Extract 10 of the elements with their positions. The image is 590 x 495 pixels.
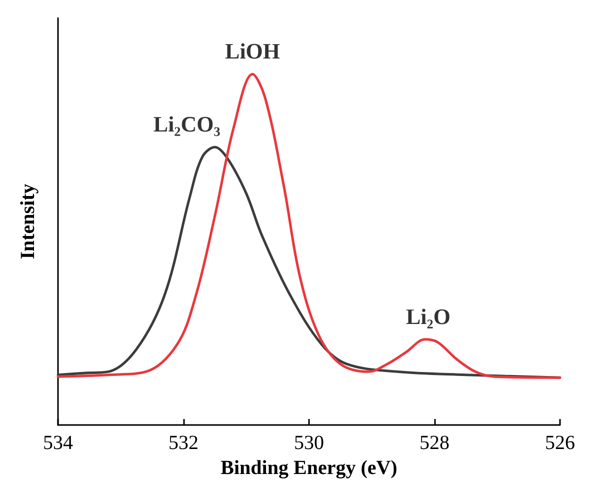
annotation: Li₂CO₃ [153, 112, 221, 137]
x-tick-label: 528 [420, 432, 450, 454]
x-tick-label: 534 [43, 432, 73, 454]
x-axis-title: Binding Energy (eV) [220, 456, 398, 479]
x-tick-label: 526 [545, 432, 575, 454]
annotation: LiOH [225, 38, 280, 64]
y-axis-title: Intensity [17, 184, 39, 260]
annotation: Li₂O [406, 304, 450, 329]
x-tick-label: 530 [294, 432, 324, 454]
x-tick-label: 532 [168, 432, 198, 454]
